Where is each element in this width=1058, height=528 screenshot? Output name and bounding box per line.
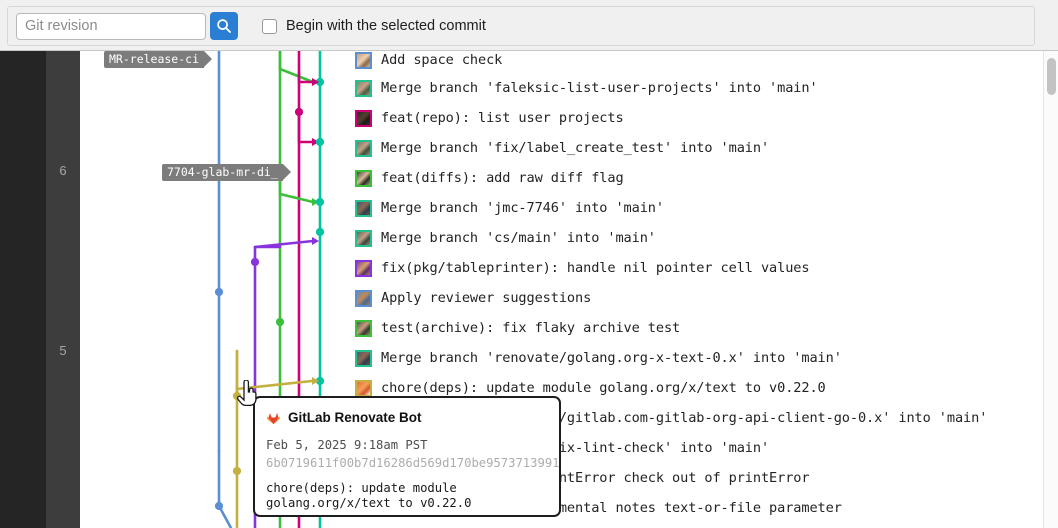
search-icon xyxy=(217,19,231,33)
commit-row[interactable]: test(archive): fix flaky archive test xyxy=(355,313,680,343)
avatar xyxy=(355,51,372,69)
commit-row[interactable]: feat(diffs): add raw diff flag xyxy=(355,163,624,193)
commit-row[interactable]: chore(deps): update module golang.org/x/… xyxy=(355,373,826,403)
avatar xyxy=(355,169,372,187)
merge-arrow xyxy=(312,78,319,86)
avatar xyxy=(355,199,372,217)
tooltip-author-row: GitLab Renovate Bot xyxy=(266,407,548,427)
avatar xyxy=(355,349,372,367)
begin-with-selected-commit-option[interactable]: Begin with the selected commit xyxy=(262,18,486,34)
commit-node[interactable] xyxy=(275,317,285,327)
tooltip-commit-date: Feb 5, 2025 9:18am PST xyxy=(266,438,428,452)
commit-node[interactable] xyxy=(214,287,224,297)
commit-node[interactable] xyxy=(315,227,325,237)
commit-row[interactable]: Merge branch 'label-file-edit-context' i… xyxy=(355,523,785,528)
commit-message: feat(diffs): add raw diff flag xyxy=(381,170,624,186)
commit-message: Apply reviewer suggestions xyxy=(381,290,592,306)
search-button[interactable] xyxy=(210,12,238,40)
graph-edge xyxy=(278,51,315,84)
commit-node[interactable] xyxy=(315,77,325,87)
begin-with-selected-commit-checkbox[interactable] xyxy=(262,18,277,34)
commit-node[interactable] xyxy=(214,501,224,511)
begin-with-selected-commit-label: Begin with the selected commit xyxy=(286,18,486,34)
branch-ref-label[interactable]: 7704-glab-mr-di_ xyxy=(162,164,291,181)
commit-message: Add space check xyxy=(381,52,503,68)
gitlab-tanuki-icon xyxy=(266,412,281,424)
commit-row[interactable]: Merge branch 'jmc-7746' into 'main' xyxy=(355,193,664,223)
tooltip-author-name: GitLab Renovate Bot xyxy=(288,409,422,425)
merge-arrow xyxy=(312,138,319,146)
avatar xyxy=(355,139,372,157)
commit-row[interactable]: Merge branch 'renovate/golang.org-x-text… xyxy=(355,343,842,373)
commit-row[interactable]: Merge branch 'faleksic-list-user-project… xyxy=(355,73,818,103)
gutter-line-number: 6 xyxy=(59,163,67,178)
gitlab-tanuki-icon xyxy=(355,379,372,397)
tooltip-commit-message: chore(deps): update module golang.org/x/… xyxy=(266,481,472,510)
toolbar-inner: Begin with the selected commit xyxy=(7,6,1035,46)
toolbar: Begin with the selected commit xyxy=(0,0,1058,51)
merge-arrow xyxy=(312,377,319,385)
commit-node[interactable] xyxy=(315,137,325,147)
vertical-scrollbar-track[interactable] xyxy=(1043,51,1058,528)
avatar xyxy=(355,289,372,307)
git-revision-input[interactable] xyxy=(16,12,206,40)
commit-node[interactable] xyxy=(232,466,242,476)
commit-message: test(archive): fix flaky archive test xyxy=(381,320,681,336)
commit-node[interactable] xyxy=(315,197,325,207)
commit-message: chore(deps): update module golang.org/x/… xyxy=(381,380,826,396)
graph-edge xyxy=(253,239,315,249)
commit-row[interactable]: Merge branch 'fix/label_create_test' int… xyxy=(355,133,769,163)
commit-message: Merge branch 'faleksic-list-user-project… xyxy=(381,80,818,96)
merge-arrow xyxy=(312,198,319,206)
commit-row[interactable]: feat(repo): list user projects xyxy=(355,103,624,133)
avatar xyxy=(355,229,372,247)
commit-message: feat(repo): list user projects xyxy=(381,110,624,126)
avatar xyxy=(355,259,372,277)
commit-node[interactable] xyxy=(315,376,325,386)
branch-ref-label[interactable]: MR-release-ci xyxy=(104,51,213,68)
commit-node[interactable] xyxy=(294,107,304,117)
avatar xyxy=(355,79,372,97)
commit-node[interactable] xyxy=(250,257,260,267)
tooltip-commit-sha: 6b0719611f00b7d16286d569d170be9573713991 xyxy=(266,456,560,470)
commit-details-tooltip: GitLab Renovate Bot Feb 5, 2025 9:18am P… xyxy=(253,396,561,517)
commit-row[interactable]: Merge branch 'cs/main' into 'main' xyxy=(355,223,656,253)
merge-arrow xyxy=(312,237,319,245)
graph-edge xyxy=(235,379,314,398)
commit-row[interactable]: Add space check xyxy=(355,51,502,75)
graph-edge xyxy=(297,71,315,84)
avatar xyxy=(355,319,372,337)
avatar xyxy=(355,109,372,127)
commit-message: fix(pkg/tableprinter): handle nil pointe… xyxy=(381,260,810,276)
left-dark-gutter xyxy=(0,51,46,528)
commit-message: Merge branch 'jmc-7746' into 'main' xyxy=(381,200,664,216)
commit-message: Merge branch 'cs/main' into 'main' xyxy=(381,230,656,246)
vertical-scrollbar-thumb[interactable] xyxy=(1047,58,1056,95)
commit-node[interactable] xyxy=(232,391,242,401)
commit-message: Merge branch 'fix/label_create_test' int… xyxy=(381,140,770,156)
commit-message: Merge branch 'renovate/golang.org-x-text… xyxy=(381,350,842,366)
graph-edge xyxy=(217,449,233,528)
commit-row[interactable]: Apply reviewer suggestions xyxy=(355,283,591,313)
commit-row[interactable]: fix(pkg/tableprinter): handle nil pointe… xyxy=(355,253,810,283)
graph-edge xyxy=(297,110,315,144)
gutter-line-number: 5 xyxy=(59,343,67,358)
